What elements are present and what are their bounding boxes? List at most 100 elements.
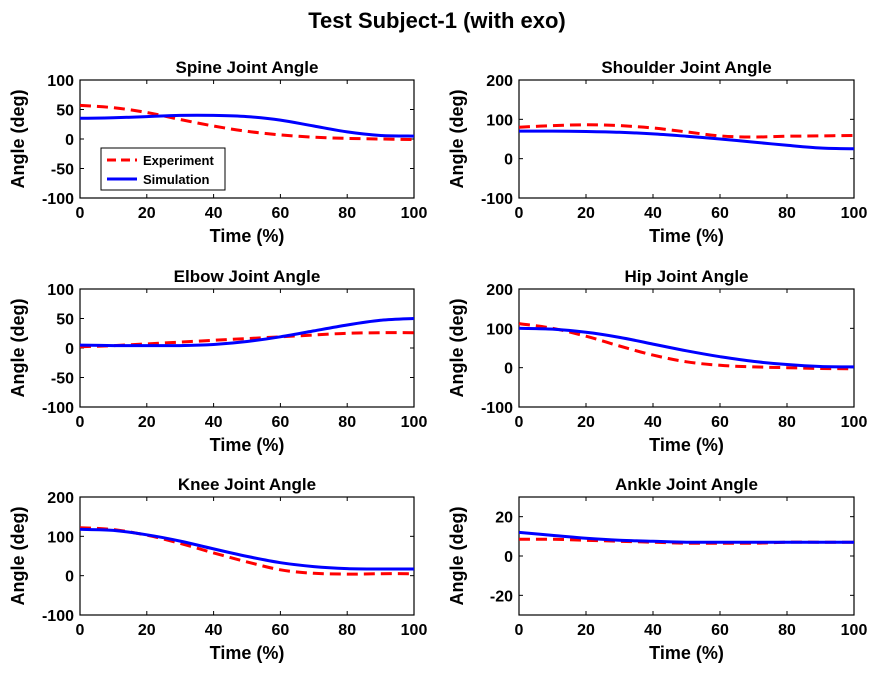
x-axis-label: Time (%) bbox=[649, 643, 724, 663]
y-tick-label: -50 bbox=[51, 162, 74, 179]
y-axis-label: Angle (deg) bbox=[447, 507, 467, 606]
y-tick-label: 0 bbox=[504, 361, 513, 378]
y-tick-label: 0 bbox=[65, 569, 74, 586]
x-tick-label: 40 bbox=[205, 414, 223, 431]
subplot-title: Ankle Joint Angle bbox=[615, 475, 758, 494]
x-tick-label: 20 bbox=[577, 622, 595, 639]
subplot-title: Elbow Joint Angle bbox=[174, 267, 321, 286]
x-tick-label: 60 bbox=[272, 414, 290, 431]
x-tick-label: 20 bbox=[138, 205, 156, 222]
legend-box bbox=[100, 147, 226, 191]
experiment-line bbox=[79, 103, 415, 142]
experiment-line bbox=[518, 322, 855, 371]
x-tick-label: 80 bbox=[778, 414, 796, 431]
subplot-3: 0 20 40 60 80 100 100 50 0 -50 -100 Elbow Joint Ang… bbox=[8, 267, 427, 455]
x-tick-label: 20 bbox=[138, 414, 156, 431]
y-tick-label: 50 bbox=[56, 103, 74, 120]
figure-title: Test Subject-1 (with exo) bbox=[308, 8, 566, 33]
simulation-line bbox=[79, 317, 415, 348]
x-tick-label: 100 bbox=[841, 205, 868, 222]
y-tick-label: 100 bbox=[486, 321, 513, 338]
x-tick-label: 40 bbox=[205, 205, 223, 222]
y-tick-label: 200 bbox=[47, 490, 74, 507]
x-tick-label: 100 bbox=[401, 414, 428, 431]
y-tick-label: -100 bbox=[42, 400, 74, 417]
x-tick-label: 20 bbox=[577, 205, 595, 222]
axes-frame bbox=[518, 288, 855, 408]
x-tick-label: 60 bbox=[272, 205, 290, 222]
x-axis-label: Time (%) bbox=[210, 435, 285, 455]
x-tick-label: 0 bbox=[76, 622, 85, 639]
axes-frame bbox=[79, 496, 415, 616]
y-axis-label: Angle (deg) bbox=[447, 90, 467, 189]
x-tick-label: 40 bbox=[644, 622, 662, 639]
subplot-title: Hip Joint Angle bbox=[624, 267, 748, 286]
y-tick-label: -20 bbox=[490, 588, 513, 605]
x-tick-label: 60 bbox=[711, 205, 729, 222]
y-tick-label: 100 bbox=[486, 112, 513, 129]
x-tick-label: 100 bbox=[401, 622, 428, 639]
x-tick-label: 100 bbox=[841, 414, 868, 431]
y-tick-label: 200 bbox=[486, 73, 513, 90]
subplot-title: Shoulder Joint Angle bbox=[601, 58, 771, 77]
x-tick-label: 80 bbox=[338, 205, 356, 222]
subplot-title: Knee Joint Angle bbox=[178, 475, 316, 494]
y-axis-label: Angle (deg) bbox=[8, 90, 28, 189]
y-tick-label: 0 bbox=[65, 132, 74, 149]
x-tick-label: 40 bbox=[644, 414, 662, 431]
x-axis-label: Time (%) bbox=[649, 226, 724, 246]
y-tick-label: -50 bbox=[51, 371, 74, 388]
x-tick-label: 40 bbox=[205, 622, 223, 639]
x-axis-label: Time (%) bbox=[210, 226, 285, 246]
x-tick-label: 80 bbox=[778, 205, 796, 222]
x-tick-label: 100 bbox=[401, 205, 428, 222]
x-tick-label: 0 bbox=[76, 414, 85, 431]
subplot-title: Spine Joint Angle bbox=[176, 58, 319, 77]
simulation-line bbox=[518, 326, 855, 369]
legend: Experiment Simulation bbox=[100, 147, 226, 191]
y-tick-label: 100 bbox=[47, 73, 74, 90]
axes-frame bbox=[79, 288, 415, 408]
x-tick-label: 0 bbox=[76, 205, 85, 222]
x-tick-label: 40 bbox=[644, 205, 662, 222]
y-tick-label: -100 bbox=[42, 191, 74, 208]
simulation-line bbox=[79, 527, 414, 571]
x-tick-label: 0 bbox=[515, 414, 524, 431]
y-tick-label: -100 bbox=[481, 191, 513, 208]
x-tick-label: 20 bbox=[577, 414, 595, 431]
y-axis-label: Angle (deg) bbox=[8, 299, 28, 398]
y-tick-label: -100 bbox=[42, 608, 74, 625]
experiment-line bbox=[518, 123, 855, 139]
y-tick-label: 20 bbox=[495, 510, 513, 527]
simulation-line bbox=[519, 129, 855, 151]
x-tick-label: 100 bbox=[841, 622, 868, 639]
experiment-line bbox=[79, 526, 415, 576]
simulation-line bbox=[79, 113, 415, 138]
x-tick-label: 60 bbox=[711, 622, 729, 639]
y-tick-label: -100 bbox=[481, 400, 513, 417]
axes-frame bbox=[518, 79, 855, 199]
x-tick-label: 0 bbox=[515, 205, 524, 222]
y-tick-label: 100 bbox=[47, 282, 74, 299]
legend-label-simulation: Simulation bbox=[143, 172, 210, 187]
subplot-1: 0 20 40 60 80 100 100 50 0 -50 -100 Spine Joint Ang… bbox=[8, 58, 427, 246]
x-tick-label: 60 bbox=[711, 414, 729, 431]
axes-frame bbox=[518, 496, 855, 616]
y-tick-label: 50 bbox=[56, 312, 74, 329]
y-tick-label: 200 bbox=[486, 282, 513, 299]
y-tick-label: 0 bbox=[65, 341, 74, 358]
x-tick-label: 80 bbox=[338, 414, 356, 431]
y-tick-label: 100 bbox=[47, 529, 74, 546]
legend-label-experiment: Experiment bbox=[143, 153, 214, 168]
x-axis-label: Time (%) bbox=[649, 435, 724, 455]
x-tick-label: 80 bbox=[778, 622, 796, 639]
y-tick-label: 0 bbox=[504, 152, 513, 169]
y-axis-label: Angle (deg) bbox=[8, 507, 28, 606]
simulation-line bbox=[518, 530, 854, 544]
y-axis-label: Angle (deg) bbox=[447, 299, 467, 398]
